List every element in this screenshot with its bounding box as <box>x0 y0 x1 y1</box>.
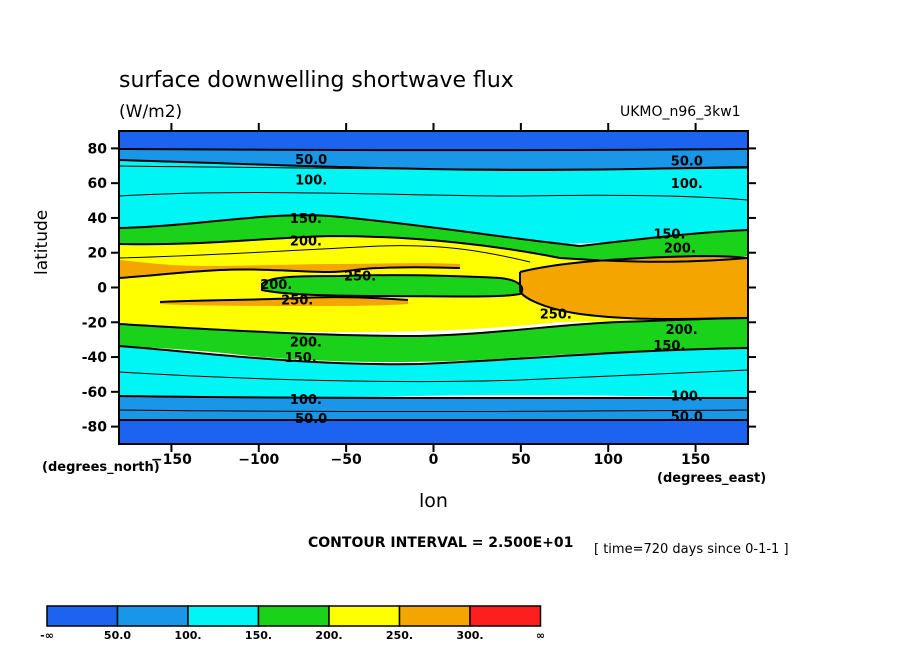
contour-label: 150. <box>653 228 685 243</box>
band-100-150-south <box>119 346 748 398</box>
colorbar-swatch <box>398 605 471 627</box>
contour-label: 200. <box>290 335 322 350</box>
colorbar-label: 250. <box>386 629 413 642</box>
band-250-300-east <box>520 256 748 319</box>
y-tick-label: -20 <box>82 315 108 331</box>
colorbar-swatch <box>46 605 119 627</box>
contour-label: 50.0 <box>295 412 327 427</box>
y-axis-unit: (degrees_north) <box>42 460 160 475</box>
model-label: UKMO_n96_3kw1 <box>620 104 741 120</box>
colorbar: -∞ 50.0 100. 150. 200. 250. 300. ∞ <box>40 605 545 642</box>
contour-100-south <box>119 395 748 399</box>
x-axis-label: lon <box>419 490 448 512</box>
y-tick-label: 60 <box>88 176 108 192</box>
band-50-100-south <box>119 396 748 420</box>
contour-200-north <box>119 234 748 263</box>
x-tick-label: −150 <box>151 452 192 468</box>
contour-label: 100. <box>671 177 703 192</box>
colorbar-label: 50.0 <box>104 629 131 642</box>
colorbar-label: 300. <box>456 629 483 642</box>
y-tick-label: -40 <box>82 350 108 366</box>
y-tick-label: 40 <box>88 211 108 227</box>
contour-200-eq <box>261 274 524 298</box>
contour-label: 150. <box>653 339 685 354</box>
contour-label: 200. <box>260 278 292 293</box>
contour-lines <box>119 148 748 422</box>
y-tick-label: 0 <box>97 281 107 297</box>
contour-125-north <box>119 191 748 201</box>
y-tick-label: 80 <box>88 141 108 157</box>
contour-250-west-b <box>159 296 409 303</box>
contour-label: 250. <box>540 308 572 323</box>
colorbar-swatch <box>469 605 542 627</box>
y-tick-label: -80 <box>82 420 108 436</box>
x-tick-label: 100 <box>594 452 623 468</box>
contour-label: 150. <box>285 351 317 366</box>
band-250-300-west-a <box>119 260 460 278</box>
colorbar-swatch <box>116 605 189 627</box>
colorbar-label: 150. <box>245 629 272 642</box>
x-axis-unit: (degrees_east) <box>657 471 767 486</box>
time-label: [ time=720 days since 0-1-1 ] <box>594 542 789 557</box>
band-150-200-equator <box>262 275 523 297</box>
colorbar-swatch <box>328 605 401 627</box>
x-tick-label: −50 <box>331 452 362 468</box>
chart-title: surface downwelling shortwave flux <box>119 68 514 93</box>
x-tick-label: 150 <box>681 452 710 468</box>
contour-label: 100. <box>290 393 322 408</box>
contour-200-south <box>119 317 748 338</box>
contour-label: 100. <box>295 174 327 189</box>
contour-label: 150. <box>290 212 322 227</box>
contour-125-south <box>119 369 748 383</box>
contour-225-north <box>119 245 531 263</box>
chart-units: (W/m2) <box>119 102 183 122</box>
y-tick-label: 20 <box>88 246 108 262</box>
contour-label: 200. <box>290 235 322 250</box>
contour-label: 50.0 <box>671 155 703 170</box>
contour-label: 250. <box>281 294 313 309</box>
contour-interval: CONTOUR INTERVAL = 2.500E+01 <box>308 535 574 551</box>
colorbar-label: 100. <box>174 629 201 642</box>
colorbar-label: ∞ <box>536 629 545 642</box>
band-lt50-south <box>119 419 748 444</box>
contour-50-north <box>119 148 748 152</box>
band-150-200-south <box>119 318 748 362</box>
contour-label: 200. <box>664 242 696 257</box>
x-ticks: −150 −100 −50 0 50 100 150 <box>151 123 710 468</box>
x-tick-label: 50 <box>511 452 531 468</box>
y-tick-label: -60 <box>82 385 108 401</box>
band-250-300-west-b <box>160 297 408 306</box>
contour-label: 100. <box>671 389 703 404</box>
x-tick-label: −100 <box>238 452 279 468</box>
colorbar-label: 200. <box>315 629 342 642</box>
colorbar-label: -∞ <box>40 629 54 642</box>
y-ticks: 80 60 40 20 0 -20 -40 -60 -80 <box>82 141 756 436</box>
contour-150-south <box>119 345 748 366</box>
colorbar-swatch <box>257 605 330 627</box>
contour-label: 50.0 <box>295 153 327 168</box>
contour-250-west <box>119 266 461 279</box>
contour-label: 250. <box>344 269 376 284</box>
colorbar-swatch <box>187 605 260 627</box>
contour-label: 50.0 <box>671 410 703 425</box>
contour-150-north <box>119 214 748 248</box>
contour-75-south <box>119 409 748 412</box>
x-tick-label: 0 <box>429 452 439 468</box>
contour-label: 200. <box>666 323 698 338</box>
contour-100-north <box>119 159 748 172</box>
